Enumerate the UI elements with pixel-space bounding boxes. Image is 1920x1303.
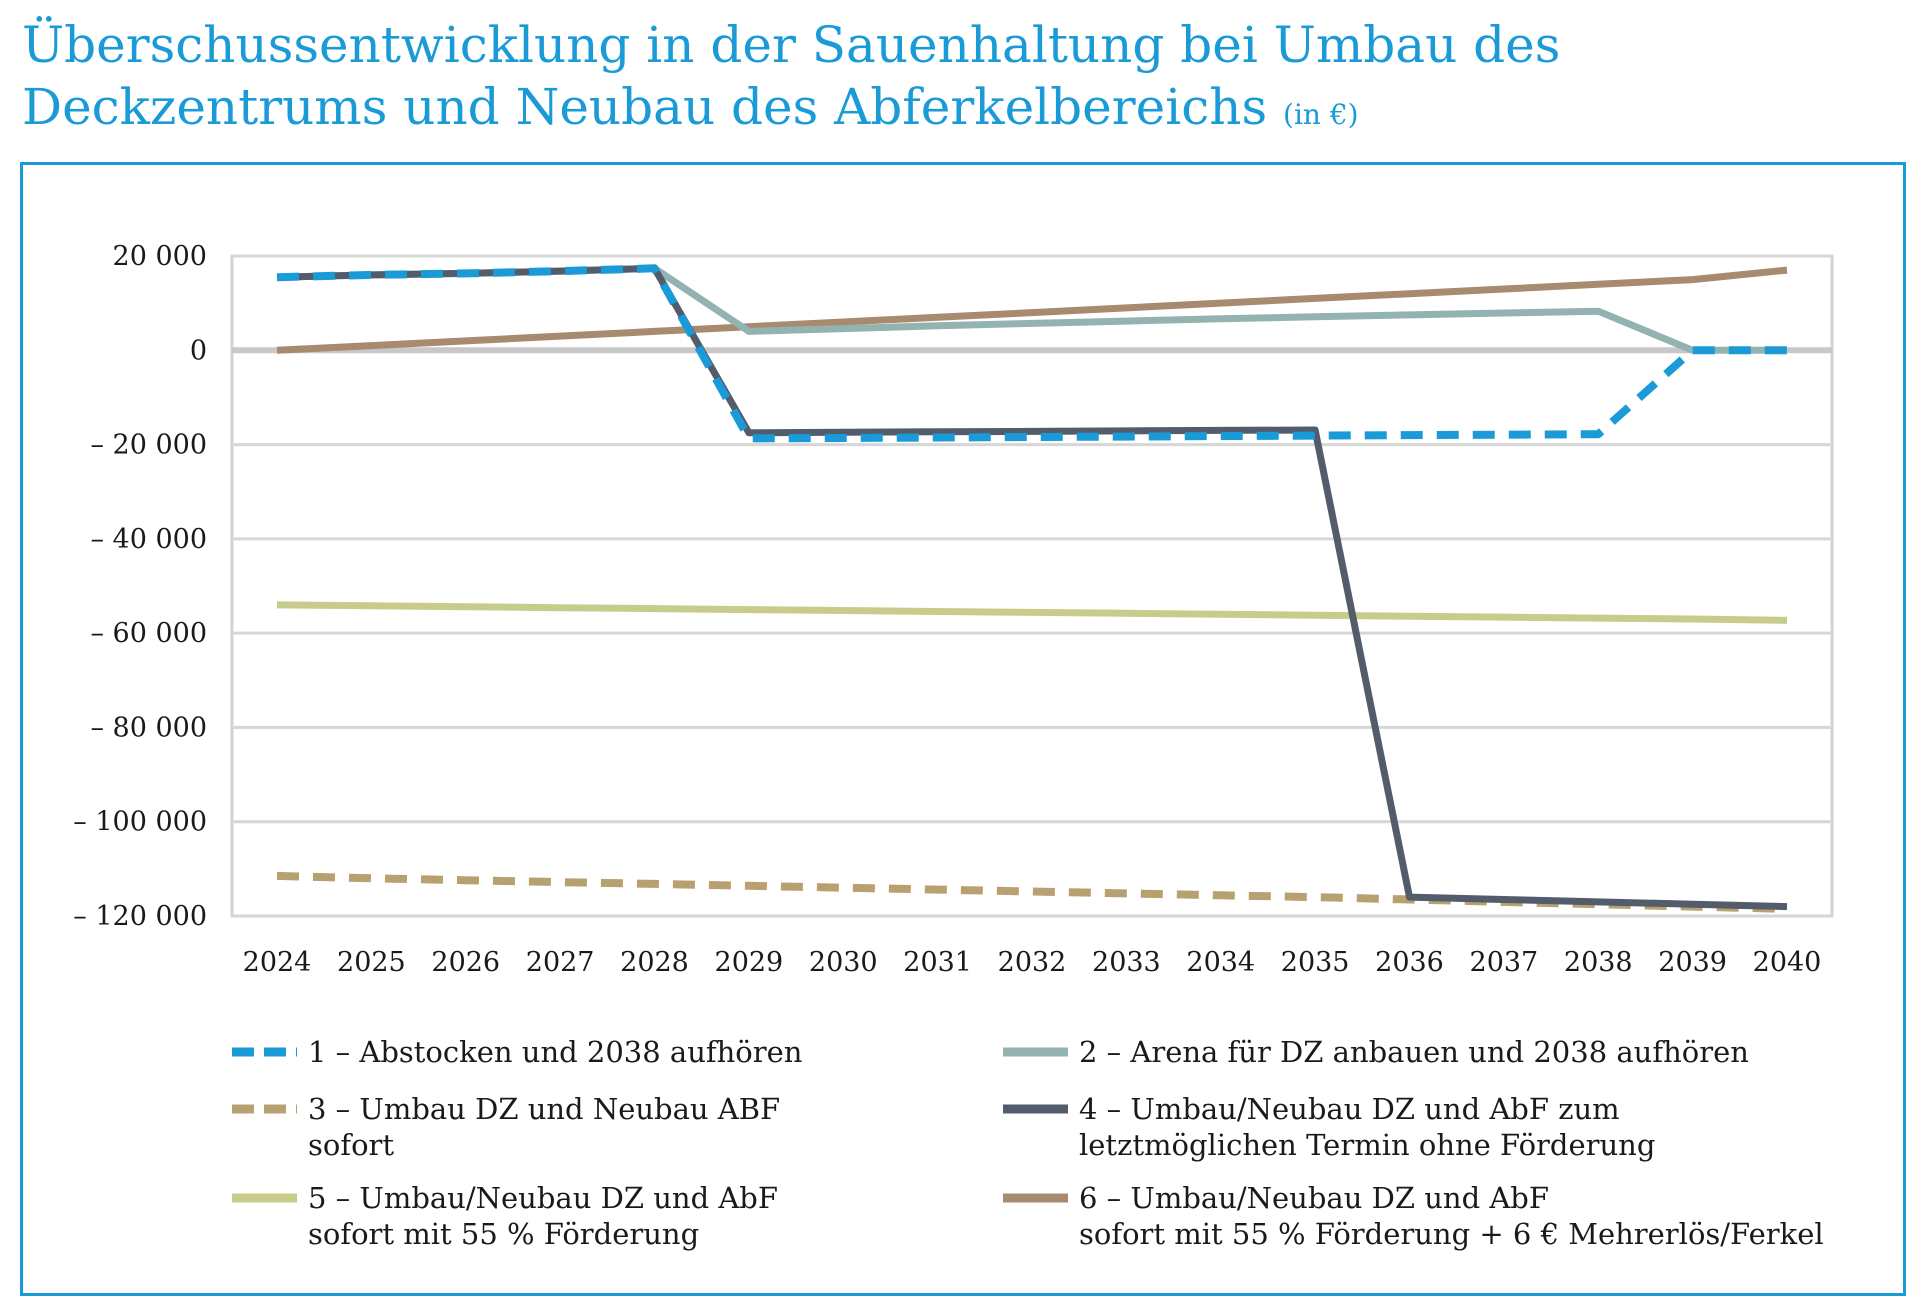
series-lines	[276, 264, 1788, 913]
legend-label-2: 2 – Arena für DZ anbauen und 2038 aufhör…	[1079, 1035, 1749, 1069]
legend-label-4: letztmöglichen Termin ohne Förderung	[1079, 1128, 1655, 1162]
x-tick-label: 2030	[809, 947, 878, 978]
x-tick-label: 2025	[337, 947, 406, 978]
y-tick-label: – 80 000	[90, 712, 207, 743]
series-line-1	[276, 264, 1787, 443]
series-line-6	[276, 266, 1788, 354]
legend-label-6: 6 – Umbau/Neubau DZ und AbF	[1079, 1181, 1549, 1215]
x-axis-ticks: 2024 2025 2026 2027 2028 2029 2030 2031 2032 2033…	[243, 947, 1822, 978]
chart-title: Überschussentwicklung in der Sauenhaltun…	[22, 14, 1902, 146]
x-tick-label: 2027	[526, 947, 595, 978]
chart-unit: (in €)	[1283, 98, 1359, 131]
y-tick-label: – 100 000	[73, 807, 207, 838]
y-tick-label: – 120 000	[73, 901, 207, 932]
y-tick-label: 20 000	[113, 241, 207, 272]
y-tick-label: – 40 000	[90, 524, 207, 555]
x-tick-label: 2040	[1753, 947, 1822, 978]
series-line-4	[276, 264, 1788, 911]
legend-label-4: 4 – Umbau/Neubau DZ und AbF zum	[1079, 1092, 1620, 1126]
x-tick-label: 2026	[431, 947, 500, 978]
y-tick-label: 0	[190, 335, 207, 366]
y-axis-ticks: 20 000 0 – 20 000 – 40 000 – 60 000 – 80 000 –…	[73, 241, 207, 932]
grid-lines	[230, 254, 1834, 918]
legend-label-3: sofort	[308, 1128, 394, 1162]
x-tick-label: 2024	[243, 947, 312, 978]
legend-label-6: sofort mit 55 % Förderung + 6 € Mehrerlö…	[1079, 1217, 1824, 1251]
x-tick-label: 2032	[998, 947, 1067, 978]
chart-frame	[20, 162, 1906, 1296]
legend-label-3: 3 – Umbau DZ und Neubau ABF	[308, 1092, 780, 1126]
legend: 1 – Abstocken und 2038 aufhören 2 – Arena…	[232, 1035, 1824, 1251]
chart-title-text: Überschussentwicklung in der Sauenhaltun…	[22, 16, 1561, 136]
x-tick-label: 2034	[1186, 947, 1255, 978]
x-tick-label: 2028	[620, 947, 689, 978]
x-tick-label: 2036	[1375, 947, 1444, 978]
x-tick-label: 2038	[1564, 947, 1633, 978]
series-line-5	[276, 601, 1788, 624]
y-tick-label: – 60 000	[90, 618, 207, 649]
legend-label-1: 1 – Abstocken und 2038 aufhören	[308, 1035, 802, 1069]
x-tick-label: 2037	[1470, 947, 1539, 978]
x-tick-label: 2039	[1658, 947, 1727, 978]
x-tick-label: 2033	[1092, 947, 1161, 978]
legend-label-5: sofort mit 55 % Förderung	[308, 1217, 699, 1251]
plot-border	[230, 254, 1834, 918]
x-tick-label: 2029	[715, 947, 784, 978]
x-tick-label: 2035	[1281, 947, 1350, 978]
legend-label-5: 5 – Umbau/Neubau DZ und AbF	[308, 1181, 778, 1215]
y-tick-label: – 20 000	[90, 430, 207, 461]
x-tick-label: 2031	[903, 947, 972, 978]
